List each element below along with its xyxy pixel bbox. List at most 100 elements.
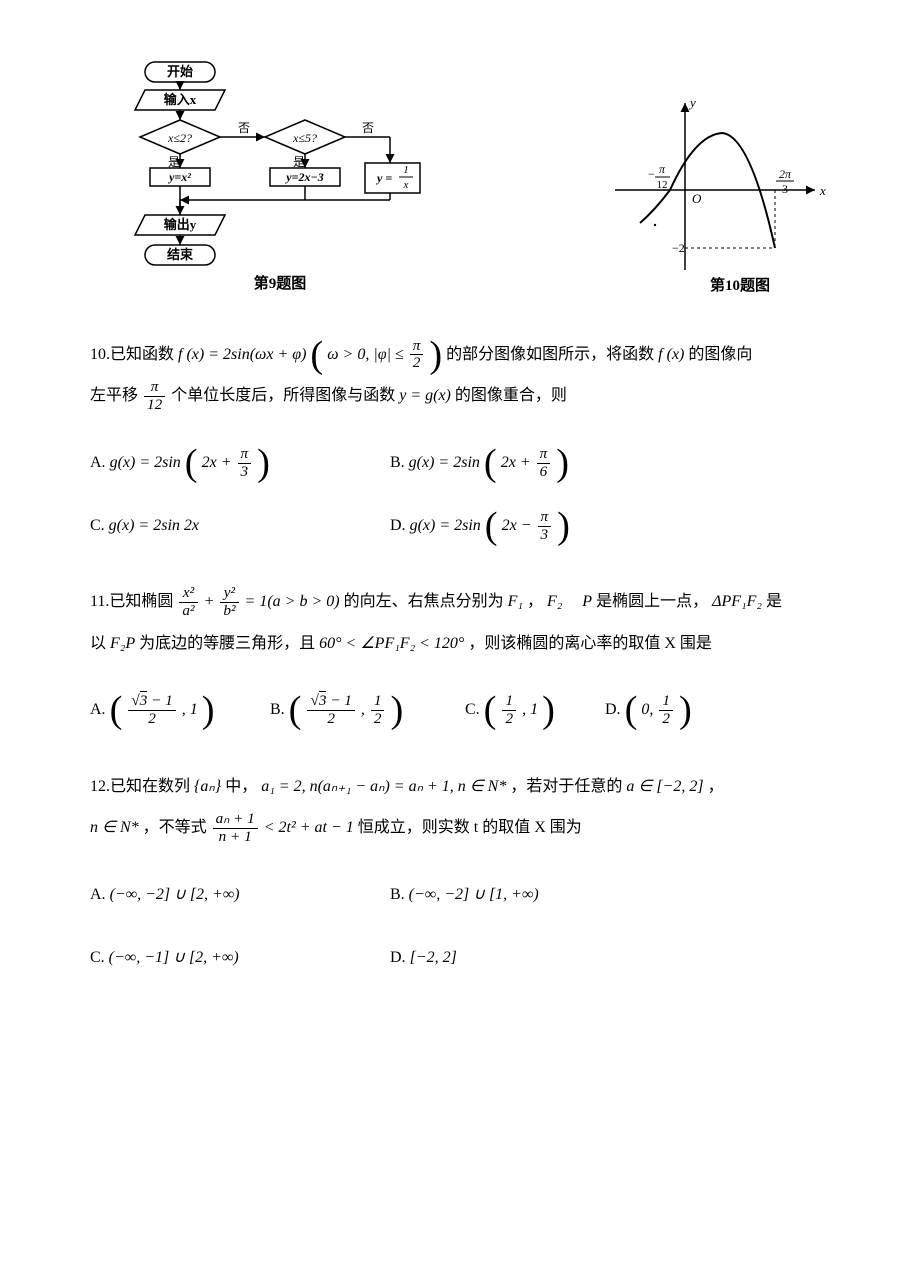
q12-l2-pre: n ∈ N* [90, 819, 139, 836]
sine-right-den: 3 [782, 182, 788, 196]
sine-left-num: π [659, 162, 666, 176]
q11-options: A. ( √3 − 12 , 1 ) B. ( √3 − 12 , 12 ) C… [90, 684, 830, 735]
q10-opt-a: A. g(x) = 2sin ( 2x + π3 ) [90, 437, 390, 488]
q10-cond-abs: |φ| ≤ [373, 346, 407, 363]
q12-opt-d: D. [−2, 2] [390, 932, 457, 983]
q11-f1: F₁ [508, 593, 523, 610]
q11-b-frac2: 12 [371, 693, 385, 727]
q11-b-frac1: √3 − 12 [307, 693, 354, 727]
q11-b-den: 2 [307, 711, 354, 728]
q12-ineq-frac: aₙ + 1n + 1 [213, 811, 258, 845]
q11-mid2: 是椭圆上一点， [596, 593, 708, 610]
q12-comma: ， [708, 778, 724, 795]
q10-b-frac: π6 [537, 446, 551, 480]
figures-row: 开始 输入x x≤2? 是 否 x≤5? 是 否 [90, 60, 830, 304]
q11-a-frac: √3 − 12 [128, 693, 175, 727]
flow-assign2: y=2x−3 [284, 170, 323, 184]
svg-text:−: − [648, 167, 655, 181]
sine-svg: x y O − π 12 2π 3 −2 第10题图 [610, 95, 830, 295]
q10-opt-d: D. g(x) = 2sin ( 2x − π3 ) [390, 500, 570, 551]
question-10: 10.已知函数 f (x) = 2sin(ωx + φ) ( ω > 0, |φ… [90, 334, 830, 417]
q12-seq: {aₙ} [194, 778, 221, 795]
q11-t1-den: a² [179, 603, 197, 620]
q10-fx: f (x) = 2sin(ωx + φ) [178, 346, 310, 363]
q12-a-text: (−∞, −2] ∪ [2, +∞) [110, 886, 240, 903]
q10-opt-b: B. g(x) = 2sin ( 2x + π6 ) [390, 437, 569, 488]
q11-b-den2: 2 [371, 711, 385, 728]
flow-no1: 否 [238, 121, 250, 135]
q10-a-label: A. [90, 454, 106, 471]
q10-shift-den: 12 [144, 397, 165, 414]
q10-b-label: B. [390, 454, 405, 471]
lparen-icon: ( [289, 689, 302, 731]
q11-b-num: √3 − 1 [307, 693, 354, 711]
q10-cond-den: 2 [410, 355, 424, 372]
q12-ineq-rhs: < 2t² + at − 1 [264, 819, 354, 836]
q11-c-num: 1 [502, 693, 516, 711]
q11-t1-num: x² [179, 585, 197, 603]
axis-x: x [819, 183, 826, 198]
q12-opt-b: B. (−∞, −2] ∪ [1, +∞) [390, 869, 539, 920]
q11-b-sep: , [361, 701, 369, 718]
q10-cond-frac: π 2 [410, 338, 424, 372]
q11-b-label: B. [270, 701, 285, 718]
axis-o: O [692, 191, 702, 206]
q11-a-rest: , 1 [182, 701, 198, 718]
rparen-icon: ) [257, 442, 270, 484]
flow-yes2: 是 [293, 155, 305, 169]
q10-c-full: g(x) = 2sin 2x [109, 517, 199, 534]
flow-assign3-lhs: y = [375, 171, 392, 185]
q12-d-text: [−2, 2] [410, 949, 457, 966]
sine-right-num: 2π [779, 167, 792, 181]
flow-assign1: y=x² [167, 170, 191, 184]
q12-a1: a₁ = 2, n(aₙ₊₁ − aₙ) = aₙ + 1, n ∈ N* [261, 778, 506, 795]
rparen-icon: ) [556, 442, 569, 484]
q11-p: P [566, 593, 592, 610]
q11-mid1: 的向左、右焦点分别为 [344, 593, 504, 610]
q12-d-label: D. [390, 949, 406, 966]
q12-l2-mid1: ，不等式 [143, 819, 207, 836]
flow-no2: 否 [362, 121, 374, 135]
q11-b-num2: 1 [371, 693, 385, 711]
q12-options: A. (−∞, −2] ∪ [2, +∞) B. (−∞, −2] ∪ [1, … [90, 869, 830, 983]
q11-d-label: D. [605, 701, 621, 718]
q10-c-label: C. [90, 517, 105, 534]
rparen-icon: ) [202, 689, 215, 731]
rparen-icon: ) [679, 689, 692, 731]
q11-tri: ΔPF₁F₂ [712, 593, 762, 610]
q11-d-first: 0, [641, 701, 657, 718]
flowchart-svg: 开始 输入x x≤2? 是 否 x≤5? 是 否 [90, 60, 470, 295]
rparen-icon: ) [390, 689, 403, 731]
q10-a-arg: 2x + [202, 454, 236, 471]
q10-line2-pre: 左平移 [90, 387, 138, 404]
q10-gx: y = g(x) [399, 387, 451, 404]
axis-y: y [688, 95, 696, 110]
flowchart-caption: 第9题图 [254, 274, 307, 292]
q12-c-text: (−∞, −1] ∪ [2, +∞) [109, 949, 239, 966]
q10-prefix: 10.已知函数 [90, 346, 178, 363]
q11-a-label: A. [90, 701, 106, 718]
q10-line2-end: 的图像重合，则 [455, 387, 567, 404]
q12-b-text: (−∞, −2] ∪ [1, +∞) [409, 886, 539, 903]
lparen-icon: ( [484, 689, 497, 731]
lparen-icon: ( [485, 505, 498, 547]
q10-mid2: 的图像向 [688, 346, 752, 363]
q10-d-den: 3 [538, 527, 552, 544]
q11-opt-a: A. ( √3 − 12 , 1 ) [90, 684, 270, 735]
flow-start: 开始 [167, 64, 193, 79]
q11-t2-den: b² [220, 603, 238, 620]
q10-cond-omega: ω > 0, [327, 346, 369, 363]
question-12: 12.已知在数列 {aₙ} 中， a₁ = 2, n(aₙ₊₁ − aₙ) = … [90, 766, 830, 849]
q10-b-arg: 2x + [501, 454, 535, 471]
q10-fx2: f (x) [658, 346, 684, 363]
q12-opt-a: A. (−∞, −2] ∪ [2, +∞) [90, 869, 390, 920]
flowchart-q9: 开始 输入x x≤2? 是 否 x≤5? 是 否 [90, 60, 470, 304]
q10-d-arg: 2x − [502, 517, 536, 534]
rparen-icon: ) [542, 689, 555, 731]
q12-c-label: C. [90, 949, 105, 966]
q10-cond-num: π [410, 338, 424, 356]
q11-l2-mid: 为底边的等腰三角形，且 [139, 635, 315, 652]
q12-a-label: A. [90, 886, 106, 903]
flow-cond1: x≤2? [167, 131, 192, 145]
q11-t2-num: y² [220, 585, 238, 603]
